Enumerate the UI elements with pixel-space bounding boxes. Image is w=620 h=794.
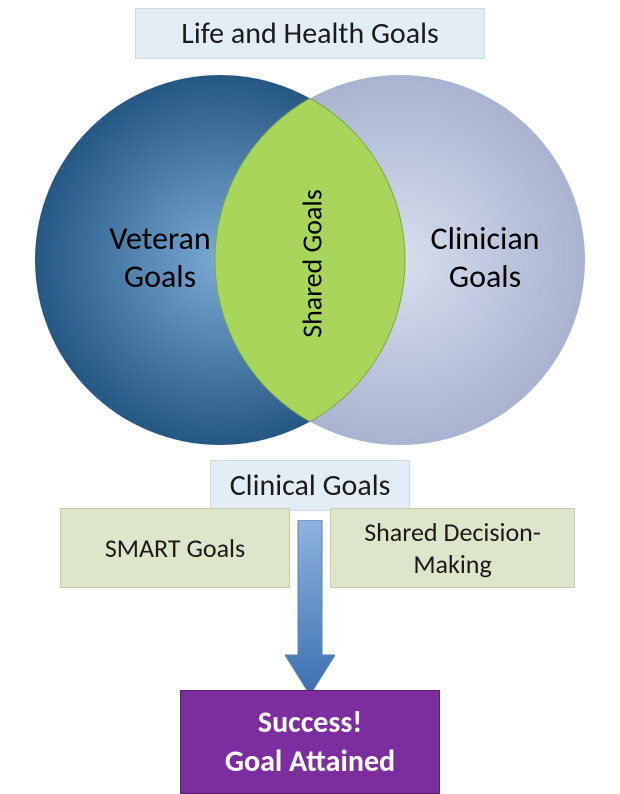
box-shared-decision: Shared Decision-Making (330, 508, 575, 588)
box-success: Success! Goal Attained (180, 690, 440, 794)
venn-diagram: Veteran Goals Clinician Goals Shared Goa… (10, 60, 610, 460)
box-smart-goals: SMART Goals (60, 508, 290, 588)
title-clinical-goals: Clinical Goals (210, 460, 410, 511)
flow-arrow (285, 520, 335, 695)
title-life-health: Life and Health Goals (135, 8, 485, 59)
diagram-root: Life and Health Goals (0, 0, 620, 781)
